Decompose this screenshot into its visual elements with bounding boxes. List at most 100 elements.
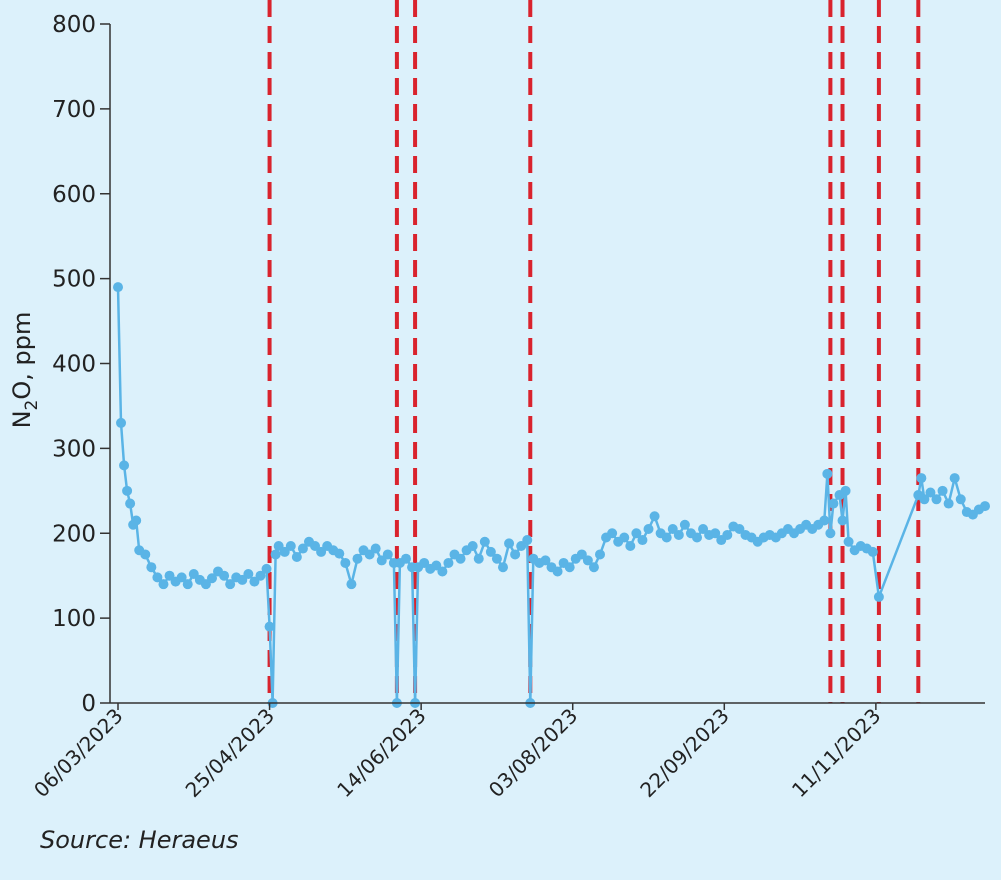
data-point-65 (455, 553, 466, 564)
source-note: Source: Heraeus (40, 826, 239, 854)
y-tick-label-800: 800 (52, 12, 96, 38)
data-point-69 (479, 536, 490, 547)
data-point-51 (382, 549, 393, 560)
y-axis-title: N2O, ppm (8, 312, 42, 429)
data-point-71 (491, 553, 502, 564)
data-point-32 (270, 549, 281, 560)
data-point-72 (497, 562, 508, 573)
data-point-37 (297, 543, 308, 554)
y-tick-label-400: 400 (52, 352, 96, 378)
data-point-43 (334, 548, 345, 559)
data-point-131 (837, 515, 848, 526)
data-point-146 (949, 473, 960, 484)
data-point-145 (943, 498, 954, 509)
data-point-29 (261, 563, 272, 574)
series-path (116, 287, 986, 705)
y-tick-label-100: 100 (52, 606, 96, 632)
data-point-97 (643, 524, 654, 535)
data-point-4 (122, 485, 133, 496)
data-point-45 (346, 579, 357, 590)
data-point-23 (225, 579, 236, 590)
series-line (113, 282, 990, 708)
data-point-137 (867, 546, 878, 557)
y-tick-label-700: 700 (52, 97, 96, 123)
data-point-36 (291, 552, 302, 563)
data-point-103 (679, 519, 690, 530)
data-point-15 (176, 572, 187, 583)
data-point-143 (931, 494, 942, 505)
data-point-129 (828, 498, 839, 509)
x-tick-label-5: 22/09/2023 (635, 704, 733, 802)
data-point-3 (119, 460, 130, 471)
x-tick-label-2: 25/04/2023 (181, 704, 279, 802)
data-point-95 (631, 528, 642, 539)
data-point-93 (619, 532, 630, 543)
data-point-26 (243, 568, 254, 579)
data-point-63 (443, 557, 454, 568)
data-point-87 (582, 555, 593, 566)
data-point-28 (255, 570, 266, 581)
data-point-100 (661, 532, 672, 543)
data-point-5 (125, 498, 136, 509)
data-point-108 (710, 528, 721, 539)
data-point-127 (822, 468, 833, 479)
data-point-88 (588, 562, 599, 573)
data-point-128 (825, 528, 836, 539)
data-point-76 (522, 535, 533, 546)
data-point-144 (937, 485, 948, 496)
event-lines (267, 0, 921, 703)
data-point-46 (352, 553, 363, 564)
data-point-30 (264, 621, 275, 632)
data-point-1 (113, 282, 123, 293)
data-point-142 (925, 487, 936, 498)
data-point-80 (540, 555, 551, 566)
data-point-138 (873, 591, 884, 602)
data-point-7 (131, 515, 142, 526)
data-point-2 (116, 417, 127, 428)
data-point-151 (980, 501, 990, 512)
data-point-68 (473, 553, 484, 564)
data-point-11 (152, 572, 163, 583)
data-point-126 (819, 515, 830, 526)
data-point-74 (510, 549, 521, 560)
data-point-16 (182, 579, 193, 590)
data-point-110 (722, 529, 733, 540)
data-point-141 (919, 494, 930, 505)
data-point-91 (607, 528, 618, 539)
data-point-67 (467, 540, 478, 551)
y-tick-label-500: 500 (52, 267, 96, 293)
data-point-22 (219, 570, 230, 581)
data-point-147 (955, 494, 966, 505)
data-point-105 (692, 532, 703, 543)
data-point-44 (340, 557, 351, 568)
data-point-132 (840, 485, 851, 496)
data-point-98 (649, 511, 660, 522)
data-point-20 (206, 573, 217, 584)
data-point-9 (140, 549, 151, 560)
x-tick-label-3: 14/06/2023 (332, 704, 430, 802)
data-point-84 (564, 562, 575, 573)
y-tick-label-200: 200 (52, 521, 96, 547)
data-point-102 (673, 529, 684, 540)
data-point-10 (146, 562, 157, 573)
data-point-35 (285, 540, 296, 551)
x-tick-label-4: 03/08/2023 (484, 704, 582, 802)
data-point-62 (437, 566, 448, 577)
data-point-94 (625, 540, 636, 551)
data-point-55 (400, 553, 411, 564)
data-point-96 (637, 535, 648, 546)
data-point-70 (485, 546, 496, 557)
y-tick-label-300: 300 (52, 436, 96, 462)
data-point-12 (158, 579, 169, 590)
data-point-82 (552, 566, 563, 577)
y-tick-label-600: 600 (52, 182, 96, 208)
data-point-73 (504, 538, 515, 549)
data-point-133 (843, 536, 854, 547)
x-tick-label-1: 06/03/2023 (29, 704, 127, 802)
y-tick-label-0: 0 (81, 691, 96, 717)
data-point-140 (916, 473, 927, 484)
data-point-89 (595, 549, 606, 560)
x-tick-label-6: 11/11/2023 (787, 704, 885, 802)
data-point-49 (370, 543, 381, 554)
